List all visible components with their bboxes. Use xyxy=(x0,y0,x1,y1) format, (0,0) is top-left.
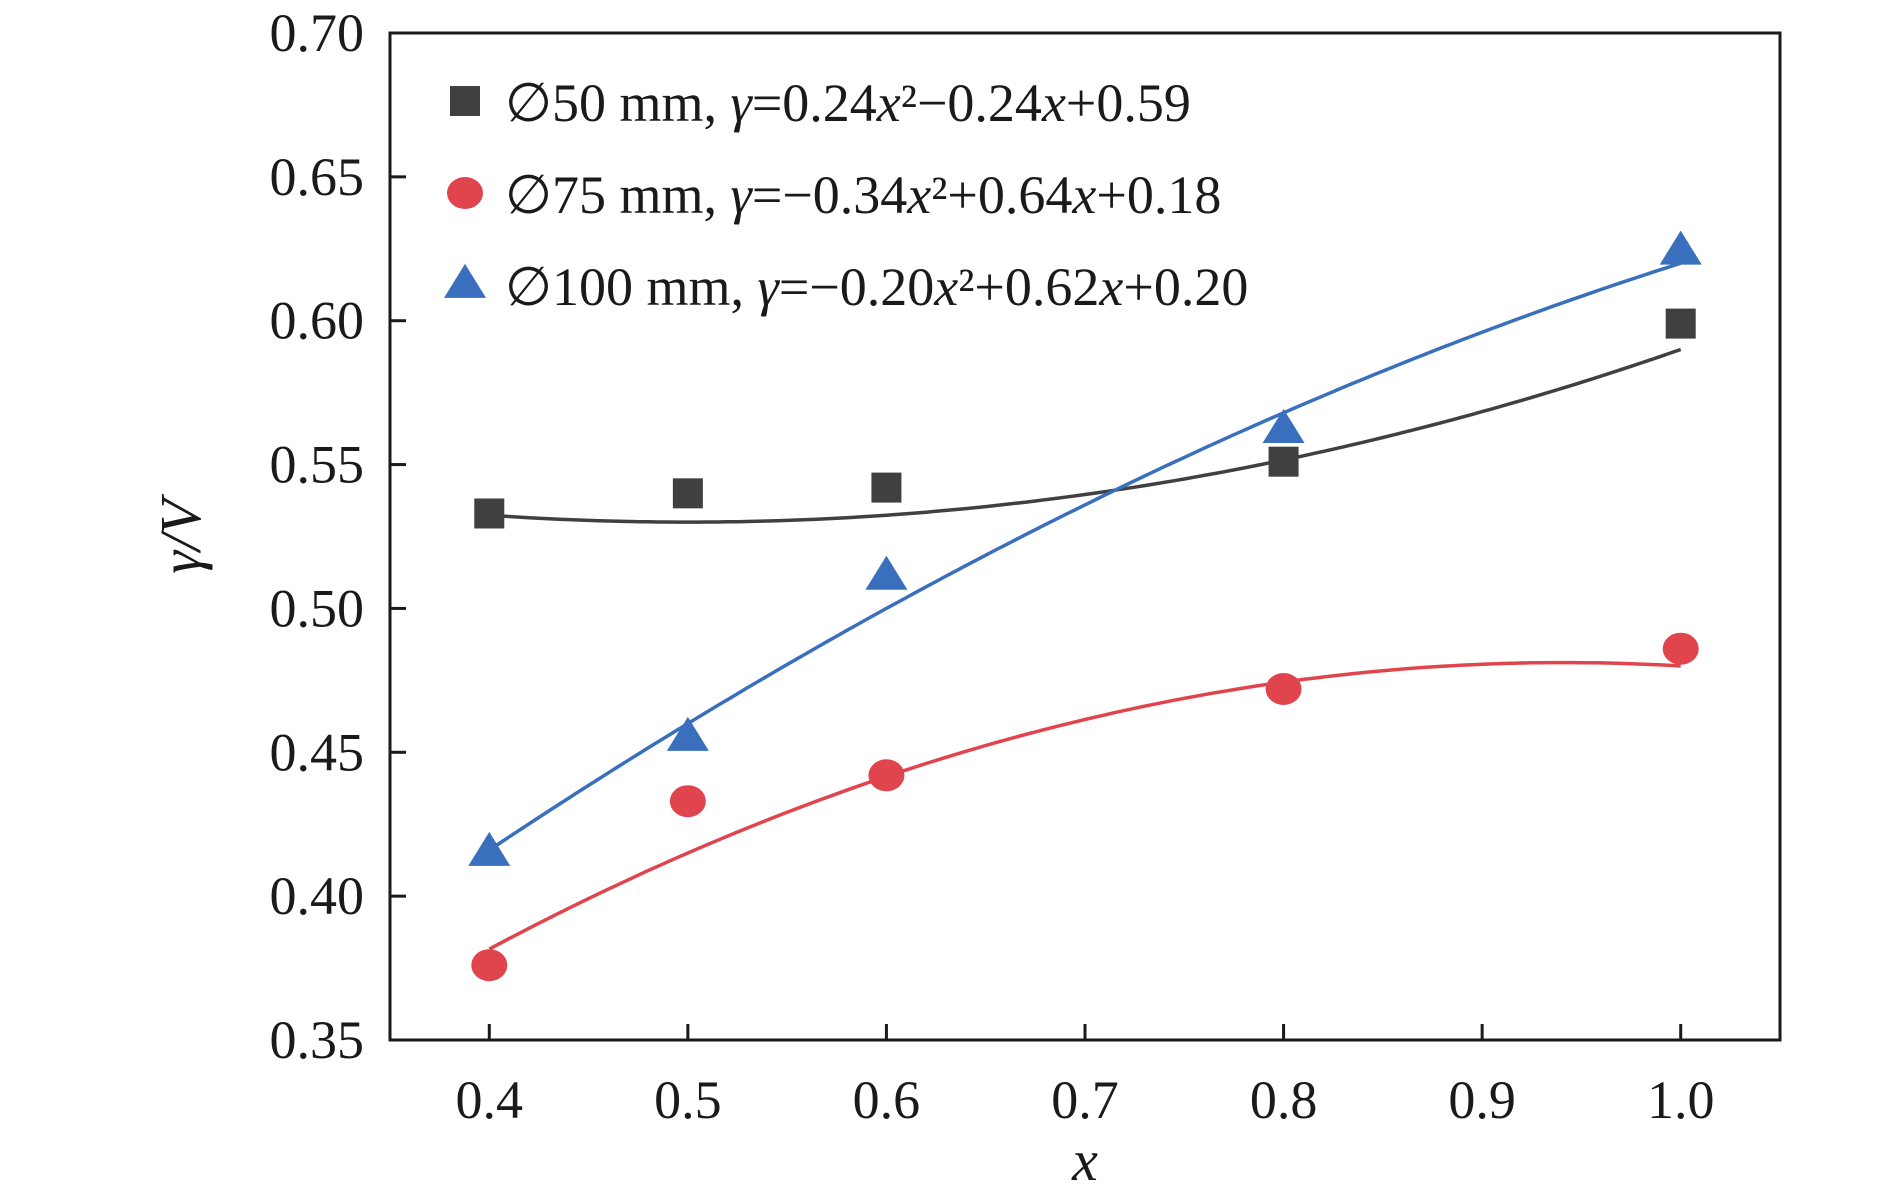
legend-label-part: ∅75 mm, xyxy=(505,165,731,225)
data-point-square xyxy=(672,478,703,509)
legend-label-part: ² xyxy=(901,73,917,133)
fit-line xyxy=(489,347,1682,524)
legend-marker-triangle xyxy=(444,263,486,298)
data-point-circle xyxy=(669,785,706,818)
y-tick-label: 0.60 xyxy=(270,291,365,351)
legend-label: ∅50 mm, γ=0.24x²−0.24x+0.59 xyxy=(505,73,1191,133)
legend-label-part: γ xyxy=(758,257,781,317)
legend-label-part: ∅50 mm, xyxy=(505,73,731,133)
legend-label-part: x xyxy=(1098,257,1123,317)
legend-label-part: +0.18 xyxy=(1096,165,1221,225)
legend-marker-square xyxy=(450,86,480,116)
x-tick-label: 0.7 xyxy=(1051,1070,1119,1130)
data-point-triangle xyxy=(468,831,511,866)
legend-label-part: x xyxy=(906,165,931,225)
plot-frame xyxy=(388,31,1782,1042)
data-point-square xyxy=(1665,308,1696,339)
data-point-triangle xyxy=(1262,408,1305,443)
legend-label-part: γ xyxy=(731,73,754,133)
x-axis-title: x xyxy=(1071,1128,1098,1192)
x-tick-label: 0.6 xyxy=(853,1070,921,1130)
legend-marker-circle xyxy=(447,177,483,209)
x-tick-label: 0.5 xyxy=(654,1070,722,1130)
legend-label-part: +0.20 xyxy=(1123,257,1248,317)
data-point-triangle xyxy=(1659,230,1702,265)
y-tick-label: 0.45 xyxy=(270,722,365,782)
x-tick-label: 0.9 xyxy=(1448,1070,1516,1130)
legend-label: ∅100 mm, γ=−0.20x²+0.62x+0.20 xyxy=(505,257,1248,317)
legend-label-part: γ xyxy=(731,165,754,225)
legend-label-part: =−0.20 xyxy=(779,257,934,317)
y-tick-label: 0.55 xyxy=(270,435,365,495)
y-tick-label: 0.65 xyxy=(270,147,365,207)
data-point-square xyxy=(1268,446,1299,477)
legend-label-part: x xyxy=(1041,73,1066,133)
y-tick-label: 0.40 xyxy=(270,866,365,926)
x-tick-label: 1.0 xyxy=(1647,1070,1715,1130)
data-point-triangle xyxy=(666,716,709,751)
fit-line xyxy=(488,660,1681,951)
legend-label-part: x xyxy=(1071,165,1096,225)
y-tick-label: 0.50 xyxy=(270,578,365,638)
legend-label-part: ² xyxy=(931,165,947,225)
data-markers xyxy=(468,230,1702,982)
legend-label-part: +0.59 xyxy=(1066,73,1191,133)
legend-label-part: +0.62 xyxy=(974,257,1099,317)
legend-label-part: =−0.34 xyxy=(752,165,907,225)
legend-label-part: ∅100 mm, xyxy=(505,257,758,317)
legend-label-part: x xyxy=(933,257,958,317)
data-point-square xyxy=(871,472,902,503)
x-tick-label: 0.8 xyxy=(1250,1070,1318,1130)
data-point-circle xyxy=(471,949,508,982)
legend-label-part: ² xyxy=(958,257,974,317)
y-axis-ticks: 0.35 0.40 0.45 0.50 0.55 0.60 0.65 0.70 xyxy=(270,3,406,1070)
legend-label: ∅75 mm, γ=−0.34x²+0.64x+0.18 xyxy=(505,165,1221,225)
legend-label-part: =0.24 xyxy=(752,73,877,133)
y-tick-label: 0.70 xyxy=(270,3,365,63)
legend-label-part: x xyxy=(876,73,901,133)
data-point-circle xyxy=(868,759,905,792)
legend-label-part: +0.64 xyxy=(947,165,1072,225)
y-axis-title: γ/V xyxy=(148,493,213,574)
legend-label-part: −0.24 xyxy=(917,73,1042,133)
data-point-circle xyxy=(1265,672,1302,705)
y-tick-label: 0.35 xyxy=(270,1010,365,1070)
x-axis-ticks: 0.4 0.5 0.6 0.7 0.8 0.9 1.0 xyxy=(456,1024,1715,1130)
data-point-square xyxy=(474,498,505,529)
data-point-circle xyxy=(1662,632,1699,665)
legend: ∅50 mm, γ=0.24x²−0.24x+0.59∅75 mm, γ=−0.… xyxy=(444,73,1248,317)
x-tick-label: 0.4 xyxy=(456,1070,524,1130)
data-point-triangle xyxy=(865,555,908,590)
